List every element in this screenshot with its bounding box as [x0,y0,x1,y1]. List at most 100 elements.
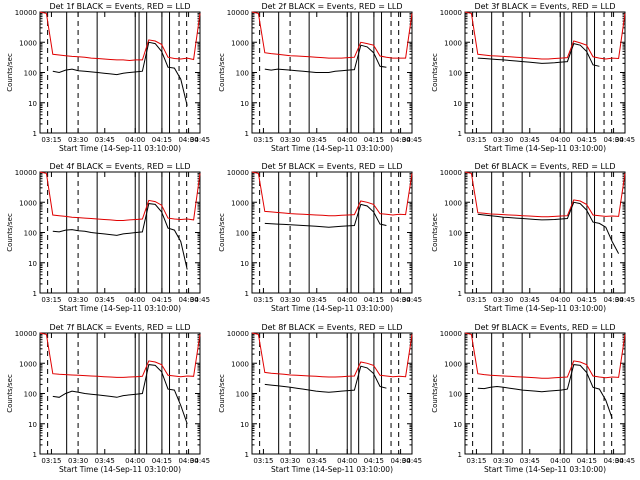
panel-5: 1 10 100 1000 10000 03:15 03:30 03:45 04:00 04:15… [218,162,422,313]
y-axis-label: Counts/sec [218,213,226,252]
x-tick-label: 04:15 [364,457,384,465]
y-tick-label: 100 [449,230,462,238]
y-tick-label: 10 [28,421,37,429]
series-line-lld [251,332,413,378]
plot-frame [251,332,413,455]
series-line-events [477,364,613,419]
y-tick-label: 10 [240,260,249,268]
x-tick-label: 04:45 [190,457,210,465]
x-axis-label: Start Time (14-Sep-11 03:10:00) [484,144,606,153]
x-tick-label: 03:45 [307,136,327,144]
x-axis-label: Start Time (14-Sep-11 03:10:00) [59,304,181,313]
x-tick-label: 03:30 [493,136,513,144]
x-tick-label: 04:45 [402,457,422,465]
x-tick-label: 04:00 [337,457,357,465]
x-tick-label: 04:15 [152,136,172,144]
y-tick-label: 10 [28,260,37,268]
y-tick-label: 10000 [15,169,37,177]
x-axis-label: Start Time (14-Sep-11 03:10:00) [484,304,606,313]
x-tick-label: 03:45 [307,296,327,304]
y-tick-label: 1 [458,130,462,138]
x-tick-label: 03:30 [280,457,300,465]
panel-title: Det 4f BLACK = Events, RED = LLD [49,162,190,171]
x-tick-label: 03:15 [41,136,61,144]
y-tick-label: 100 [24,230,37,238]
series-line-lld [464,11,626,60]
x-tick-label: 04:00 [550,136,570,144]
x-tick-label: 04:45 [615,136,635,144]
y-tick-label: 10000 [440,9,462,17]
y-tick-label: 10 [453,421,462,429]
series-line-lld [39,11,201,62]
y-tick-label: 100 [236,391,249,399]
x-axis-label: Start Time (14-Sep-11 03:10:00) [271,304,393,313]
x-tick-label: 03:30 [493,457,513,465]
x-tick-label: 04:30 [390,296,410,304]
y-tick-label: 10 [453,100,462,108]
x-tick-label: 04:15 [364,136,384,144]
panel-3: 1 10 100 1000 10000 03:15 03:30 03:45 04:00 04:15… [431,2,635,153]
y-tick-label: 1000 [231,360,249,368]
x-tick-label: 04:30 [603,457,623,465]
x-tick-label: 03:15 [466,296,486,304]
x-tick-label: 04:00 [337,136,357,144]
y-tick-label: 1 [33,130,37,138]
panel-2: 1 10 100 1000 10000 03:15 03:30 03:45 04:00 04:15… [218,2,422,153]
x-tick-label: 04:45 [615,457,635,465]
series-line-events [264,365,387,393]
x-tick-label: 04:30 [390,457,410,465]
y-tick-label: 10000 [15,330,37,338]
x-tick-label: 03:15 [41,296,61,304]
x-tick-label: 03:30 [280,296,300,304]
x-tick-label: 04:45 [190,136,210,144]
x-tick-label: 03:15 [41,457,61,465]
panel-8: 1 10 100 1000 10000 03:15 03:30 03:45 04:00 04:15… [218,323,422,474]
series-line-events [52,41,188,106]
panel-7: 1 10 100 1000 10000 03:15 03:30 03:45 04:00 04:15… [6,323,210,474]
x-tick-label: 04:45 [402,296,422,304]
x-tick-label: 04:00 [337,296,357,304]
x-axis-label: Start Time (14-Sep-11 03:10:00) [271,465,393,474]
panel-6: 1 10 100 1000 10000 03:15 03:30 03:45 04:00 04:15… [431,162,635,313]
panel-title: Det 9f BLACK = Events, RED = LLD [474,323,615,332]
y-axis-label: Counts/sec [218,374,226,413]
x-tick-label: 04:15 [577,296,597,304]
x-tick-label: 03:15 [253,296,273,304]
plot-frame [464,11,626,134]
x-tick-label: 04:30 [603,296,623,304]
x-tick-label: 04:15 [152,457,172,465]
x-tick-label: 03:30 [280,136,300,144]
x-tick-label: 04:15 [577,136,597,144]
series-line-events [264,44,387,73]
plot-frame [464,171,626,294]
x-axis-label: Start Time (14-Sep-11 03:10:00) [484,465,606,474]
y-tick-label: 100 [236,70,249,78]
panel-title: Det 2f BLACK = Events, RED = LLD [261,2,402,11]
x-tick-label: 03:15 [253,136,273,144]
y-tick-label: 100 [449,391,462,399]
panel-title: Det 6f BLACK = Events, RED = LLD [474,162,615,171]
y-tick-label: 1 [245,130,249,138]
y-tick-label: 100 [24,391,37,399]
y-tick-label: 10000 [440,169,462,177]
panel-title: Det 8f BLACK = Events, RED = LLD [261,323,402,332]
x-tick-label: 03:45 [95,296,115,304]
x-tick-label: 04:15 [152,296,172,304]
y-tick-label: 10 [28,100,37,108]
y-tick-label: 10 [240,421,249,429]
y-tick-label: 10000 [440,330,462,338]
series-line-lld [251,11,413,59]
y-tick-label: 1000 [19,199,37,207]
x-tick-label: 03:45 [520,136,540,144]
x-tick-label: 04:45 [190,296,210,304]
plot-frame [39,11,201,134]
y-axis-label: Counts/sec [6,213,14,252]
x-tick-label: 04:30 [603,136,623,144]
y-axis-label: Counts/sec [218,53,226,92]
panel-title: Det 5f BLACK = Events, RED = LLD [261,162,402,171]
series-line-lld [39,332,201,378]
y-tick-label: 1000 [19,360,37,368]
x-tick-label: 04:00 [125,457,145,465]
x-tick-label: 03:30 [68,296,88,304]
